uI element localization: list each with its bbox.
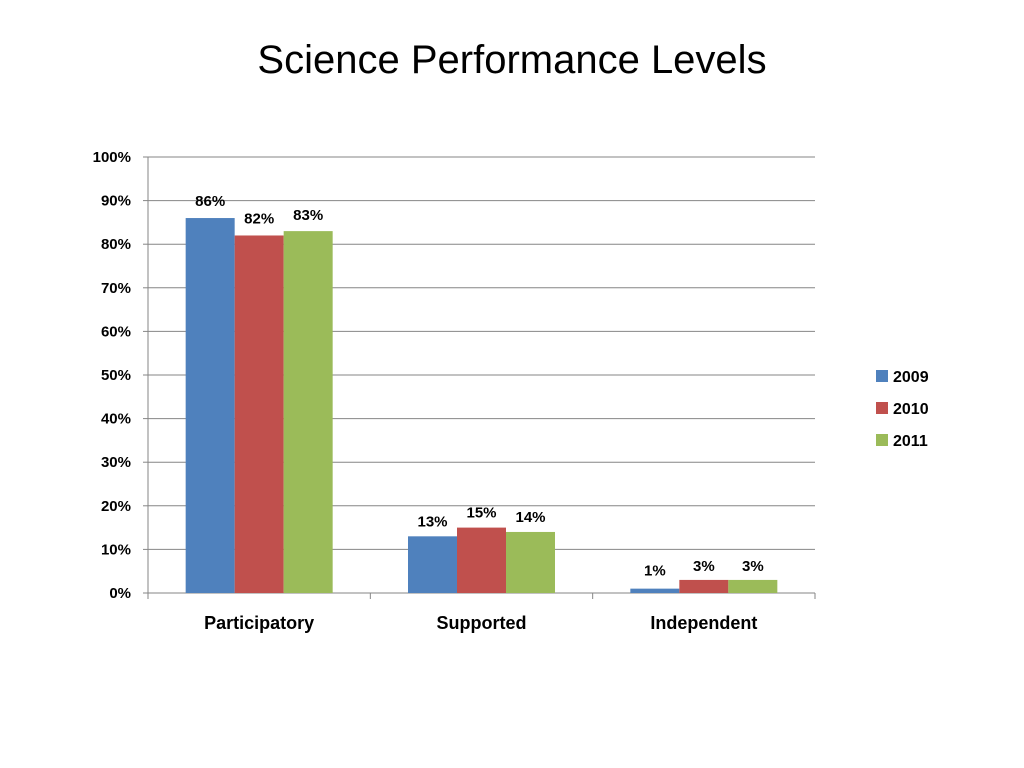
data-label: 13%: [417, 513, 447, 530]
y-tick-label: 30%: [101, 454, 131, 471]
bar-2010-participatory: [234, 235, 284, 594]
y-axis-ticks: 0% 10% 20% 30% 40% 50% 60% 70% 80% 90% 100%: [93, 149, 148, 602]
data-label: 3%: [742, 558, 764, 575]
chart-title: Science Performance Levels: [257, 38, 767, 82]
data-label: 82%: [244, 210, 274, 227]
y-tick-label: 40%: [101, 411, 131, 428]
bars: [185, 218, 778, 594]
y-tick-label: 90%: [101, 193, 131, 210]
bar-2011-supported: [506, 531, 555, 593]
legend-label: 2011: [893, 433, 928, 450]
legend-swatch-2009: [876, 370, 888, 382]
legend-label: 2010: [893, 401, 929, 418]
data-label: 14%: [515, 509, 545, 526]
bar-2010-independent: [679, 579, 729, 593]
bar-2009-independent: [630, 588, 680, 593]
legend-swatch-2010: [876, 402, 888, 414]
bar-2010-supported: [457, 527, 506, 593]
y-tick-label: 70%: [101, 280, 131, 297]
bar-2011-independent: [728, 579, 778, 593]
data-label: 83%: [293, 207, 323, 224]
y-tick-label: 80%: [101, 236, 131, 253]
y-tick-label: 60%: [101, 323, 131, 340]
y-tick-label: 100%: [93, 149, 131, 166]
x-category-label: Independent: [650, 613, 757, 633]
y-tick-label: 20%: [101, 498, 131, 515]
data-label: 3%: [693, 558, 715, 575]
x-axis-labels: Participatory Supported Independent: [204, 613, 757, 633]
bar-2009-supported: [408, 536, 457, 593]
x-category-label: Participatory: [204, 613, 314, 633]
data-label: 86%: [195, 193, 225, 210]
data-labels: 86% 82% 83% 13% 15% 14% 1% 3% 3%: [195, 193, 764, 580]
y-tick-label: 0%: [109, 585, 131, 602]
data-label: 15%: [466, 505, 496, 522]
bar-2011-participatory: [283, 231, 333, 593]
y-tick-label: 10%: [101, 541, 131, 558]
bar-2009-participatory: [185, 218, 235, 594]
legend: 2009 2010 2011: [876, 369, 929, 450]
x-category-label: Supported: [437, 613, 527, 633]
legend-label: 2009: [893, 369, 929, 386]
y-tick-label: 50%: [101, 367, 131, 384]
data-label: 1%: [644, 563, 666, 580]
legend-swatch-2011: [876, 434, 888, 446]
